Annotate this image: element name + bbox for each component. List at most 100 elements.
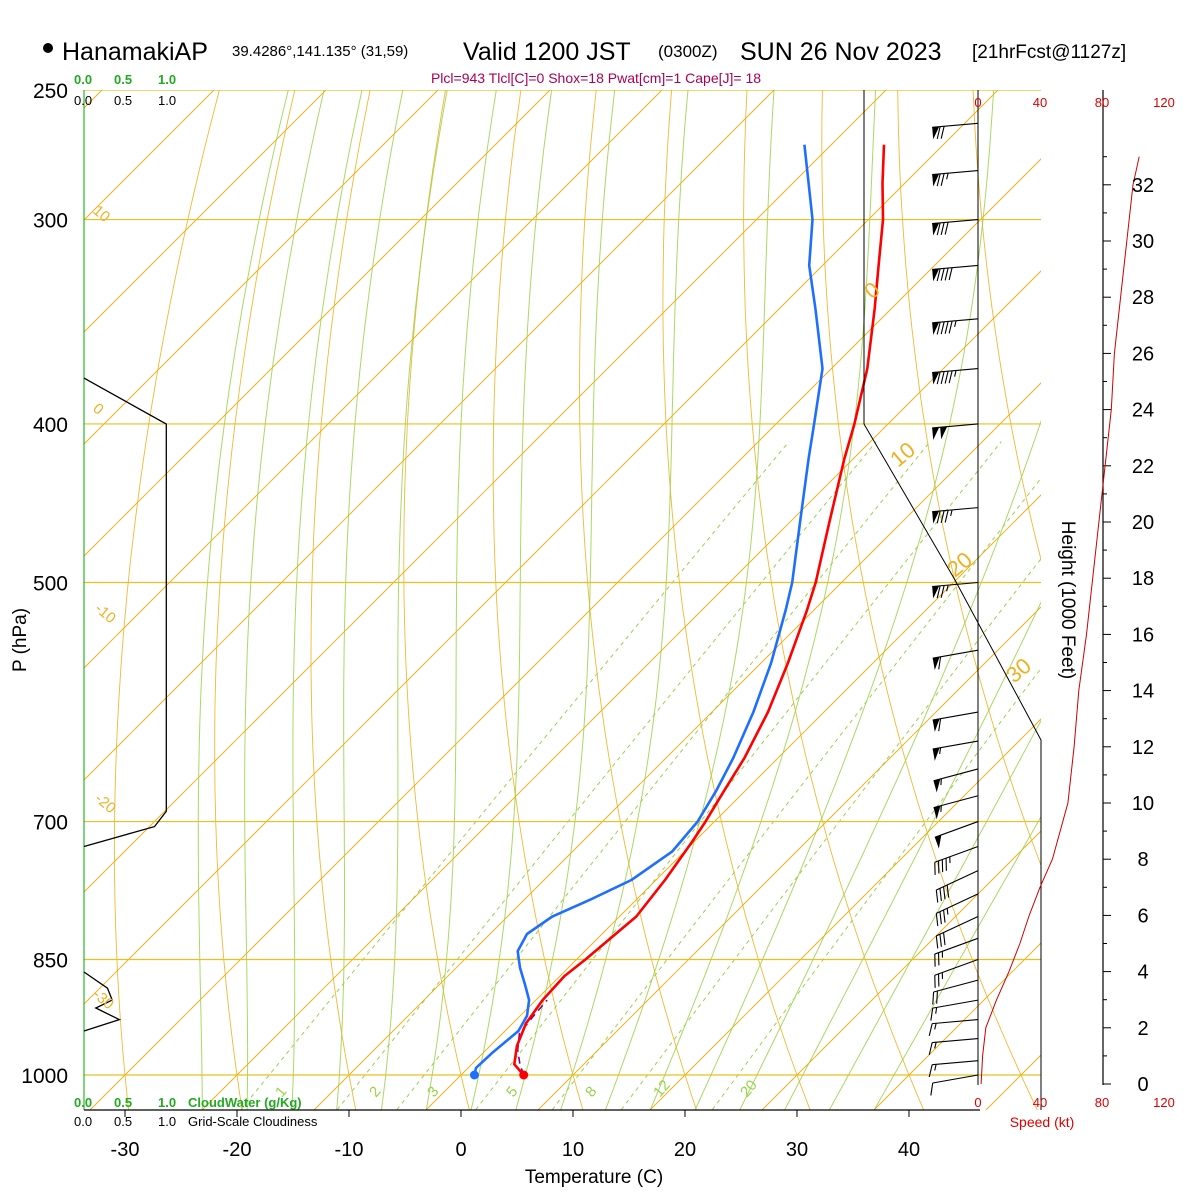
wind-barb bbox=[932, 649, 979, 671]
wind-barb bbox=[935, 915, 979, 949]
speed-scale-bottom-label: 40 bbox=[1033, 1095, 1047, 1110]
mixing-ratio-label: 3 bbox=[424, 1083, 442, 1100]
wind-barb bbox=[928, 1038, 979, 1055]
x-tick-label: 20 bbox=[674, 1139, 696, 1161]
isotherm-line bbox=[84, 90, 439, 445]
height-tick-label: 16 bbox=[1132, 624, 1154, 646]
cloudiness-scale-bottom-label: 1.0 bbox=[158, 1114, 176, 1129]
pressure-tick-label: 400 bbox=[33, 414, 68, 437]
isotherm-line bbox=[761, 830, 1041, 1110]
height-tick-label: 12 bbox=[1132, 737, 1154, 759]
speed-axis-label: Speed (kt) bbox=[1010, 1114, 1075, 1130]
wind-barb bbox=[933, 768, 979, 793]
valid-zulu: (0300Z) bbox=[658, 42, 718, 61]
dry-adiabat-line bbox=[743, 90, 925, 1110]
wind-barb bbox=[930, 1074, 979, 1096]
mixing-ratio-label: 12 bbox=[650, 1077, 674, 1101]
surface-dewpoint-marker bbox=[469, 1070, 479, 1080]
x-tick-label: -30 bbox=[111, 1139, 140, 1161]
dry-adiabat-line bbox=[310, 90, 371, 1110]
moist-adiabat-line bbox=[336, 90, 404, 1110]
moist-adiabat-line bbox=[829, 719, 1041, 1110]
wind-barb bbox=[935, 870, 979, 903]
isotherm-label: -10 bbox=[91, 600, 119, 627]
x-axis-label: Temperature (C) bbox=[525, 1167, 663, 1188]
cloud-water-outline bbox=[83, 377, 167, 848]
dry-adiabat-line bbox=[214, 90, 296, 1110]
mixing-ratio-label: 2 bbox=[366, 1083, 384, 1100]
height-tick-label: 26 bbox=[1132, 343, 1154, 365]
isotherm-label: -30 bbox=[89, 986, 117, 1013]
isotherm-line bbox=[537, 606, 1041, 1110]
cloudiness-scale-top-label: 1.0 bbox=[158, 93, 176, 108]
station-name: HanamakiAP bbox=[62, 38, 208, 66]
y-axis-label: P (hPa) bbox=[10, 608, 31, 672]
isotherm-slant-label: 0 bbox=[859, 277, 884, 304]
isotherm-line bbox=[84, 90, 887, 893]
x-tick-label: 40 bbox=[898, 1139, 920, 1161]
pressure-tick-label: 500 bbox=[33, 573, 68, 596]
isotherm-slant-label: 30 bbox=[1001, 653, 1036, 688]
isotherm-label: 10 bbox=[89, 202, 113, 226]
pressure-tick-label: 300 bbox=[33, 210, 68, 233]
moist-adiabat-line bbox=[381, 90, 448, 1110]
wind-barb bbox=[932, 711, 979, 732]
isotherm-slant-label: 10 bbox=[885, 437, 920, 472]
wind-barb bbox=[932, 169, 979, 187]
speed-scale-top-label: 120 bbox=[1153, 95, 1175, 110]
isotherm-label: 0 bbox=[89, 400, 106, 418]
moist-adiabat-line bbox=[873, 815, 1041, 1110]
wind-barb bbox=[932, 218, 979, 236]
cloud-water-outline bbox=[83, 971, 122, 1032]
moist-adiabat-line bbox=[649, 90, 877, 1110]
station-coords: 39.4286°,141.135° (31,59) bbox=[232, 43, 408, 60]
mixing-ratio-line bbox=[711, 667, 1041, 1110]
mixing-ratio-line bbox=[475, 441, 1002, 1110]
moist-adiabat-line bbox=[197, 90, 289, 1110]
wind-barb bbox=[928, 1060, 979, 1078]
isotherm-line bbox=[89, 158, 1041, 1110]
speed-scale-top-label: 0 bbox=[974, 95, 981, 110]
height-tick-label: 2 bbox=[1137, 1018, 1148, 1040]
chart-grid bbox=[84, 61, 1200, 1143]
wind-barb bbox=[934, 937, 979, 967]
height-tick-label: 32 bbox=[1132, 175, 1154, 197]
dry-adiabat-line bbox=[1121, 61, 1200, 1143]
height-tick-label: 22 bbox=[1132, 456, 1154, 478]
wind-barb bbox=[928, 1019, 979, 1037]
height-tick-label: 14 bbox=[1132, 681, 1154, 703]
speed-scale-bottom-label: 0 bbox=[974, 1095, 981, 1110]
dry-adiabat-line bbox=[897, 90, 1041, 867]
wind-barb bbox=[933, 795, 979, 820]
isotherm-line bbox=[649, 718, 1041, 1110]
surface-temperature-marker bbox=[519, 1070, 529, 1080]
cloudwater-scale-top-label: 0.0 bbox=[74, 72, 92, 87]
cloudwater-label: CloudWater (g/Kg) bbox=[188, 1095, 302, 1110]
dry-adiabat-line bbox=[579, 90, 697, 1110]
wind-barb bbox=[932, 979, 979, 1005]
moist-adiabat-line bbox=[784, 601, 1041, 1110]
cloudiness-scale-bottom-label: 0.0 bbox=[74, 1114, 92, 1129]
valid-date: SUN 26 Nov 2023 bbox=[740, 38, 942, 66]
wind-barb bbox=[932, 507, 979, 524]
wind-barb bbox=[932, 368, 979, 385]
mixing-ratio-line bbox=[240, 441, 790, 1110]
wind-barb bbox=[932, 740, 979, 761]
chart-content bbox=[83, 90, 1140, 1117]
isotherm-line bbox=[84, 90, 775, 781]
moist-adiabat-line bbox=[605, 90, 775, 1110]
cloudiness-scale-bottom-label: 0.5 bbox=[114, 1114, 132, 1129]
wind-barb bbox=[934, 959, 979, 988]
mixing-ratio-line bbox=[336, 441, 877, 1110]
dry-adiabat-line bbox=[972, 90, 1041, 562]
wind-barb bbox=[935, 893, 979, 926]
wind-speed-trace bbox=[980, 156, 1140, 1085]
moist-adiabat-line bbox=[694, 90, 995, 1110]
wind-barb bbox=[932, 423, 979, 440]
dewpoint-trace bbox=[473, 144, 824, 1076]
cloudwater-scale-top-label: 1.0 bbox=[158, 72, 176, 87]
pressure-tick-label: 700 bbox=[33, 812, 68, 835]
height-tick-label: 10 bbox=[1132, 793, 1154, 815]
chart-header: HanamakiAP 39.4286°,141.135° (31,59) Val… bbox=[43, 38, 1126, 86]
height-tick-label: 0 bbox=[1137, 1074, 1148, 1096]
